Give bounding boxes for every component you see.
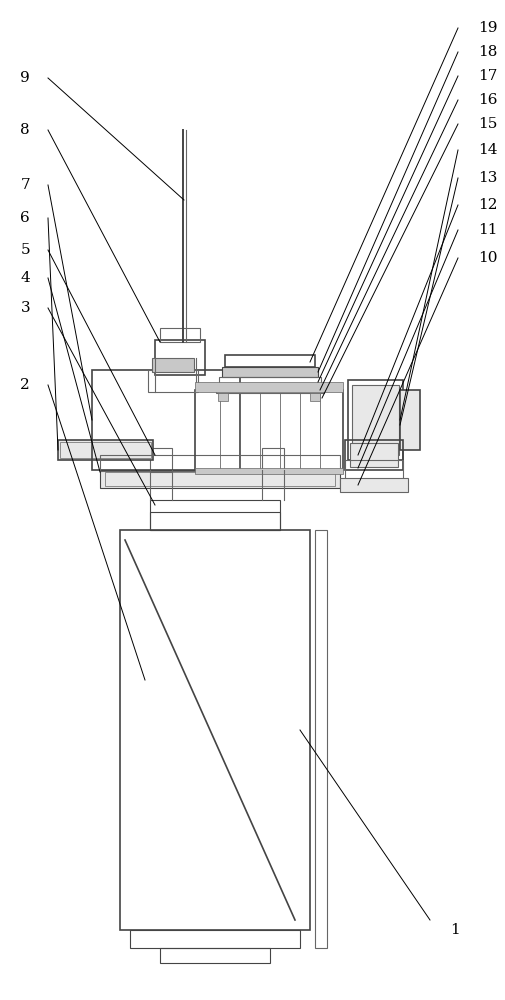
- Bar: [100, 455, 340, 471]
- Bar: [218, 393, 228, 401]
- Bar: [92, 370, 240, 470]
- Text: 13: 13: [478, 171, 497, 185]
- Text: 18: 18: [478, 45, 497, 59]
- Text: 11: 11: [478, 223, 497, 237]
- Bar: [152, 358, 194, 372]
- Bar: [348, 380, 403, 460]
- Text: 9: 9: [20, 71, 30, 85]
- Bar: [216, 385, 324, 393]
- Text: 7: 7: [20, 178, 30, 192]
- Bar: [400, 390, 420, 450]
- Bar: [345, 460, 403, 480]
- Text: 16: 16: [478, 93, 497, 107]
- Bar: [150, 500, 280, 530]
- Bar: [195, 468, 343, 474]
- Bar: [105, 472, 335, 486]
- Bar: [225, 355, 315, 367]
- Bar: [195, 382, 343, 392]
- Text: 3: 3: [20, 301, 30, 315]
- Text: 15: 15: [478, 117, 497, 131]
- Text: 8: 8: [20, 123, 30, 137]
- Text: 6: 6: [20, 211, 30, 225]
- Bar: [219, 377, 321, 385]
- Text: 1: 1: [450, 923, 460, 937]
- Bar: [222, 367, 318, 377]
- Text: 2: 2: [20, 378, 30, 392]
- Text: 5: 5: [20, 243, 30, 257]
- Text: 12: 12: [478, 198, 497, 212]
- Bar: [195, 390, 343, 470]
- Bar: [352, 385, 399, 455]
- Text: 17: 17: [478, 69, 497, 83]
- Bar: [262, 448, 284, 472]
- Bar: [58, 440, 153, 460]
- Bar: [160, 948, 270, 963]
- Bar: [148, 370, 198, 392]
- Bar: [350, 443, 398, 467]
- Bar: [60, 442, 151, 458]
- Bar: [310, 393, 320, 401]
- Text: 19: 19: [478, 21, 497, 35]
- Bar: [150, 448, 172, 472]
- Bar: [345, 440, 403, 470]
- Bar: [160, 328, 200, 342]
- Bar: [130, 930, 300, 948]
- Text: 14: 14: [478, 143, 497, 157]
- Bar: [100, 470, 340, 488]
- Text: 10: 10: [478, 251, 497, 265]
- Bar: [150, 512, 280, 530]
- Bar: [120, 530, 310, 930]
- Bar: [340, 478, 408, 492]
- Text: 4: 4: [20, 271, 30, 285]
- Bar: [155, 340, 205, 375]
- Bar: [315, 530, 327, 948]
